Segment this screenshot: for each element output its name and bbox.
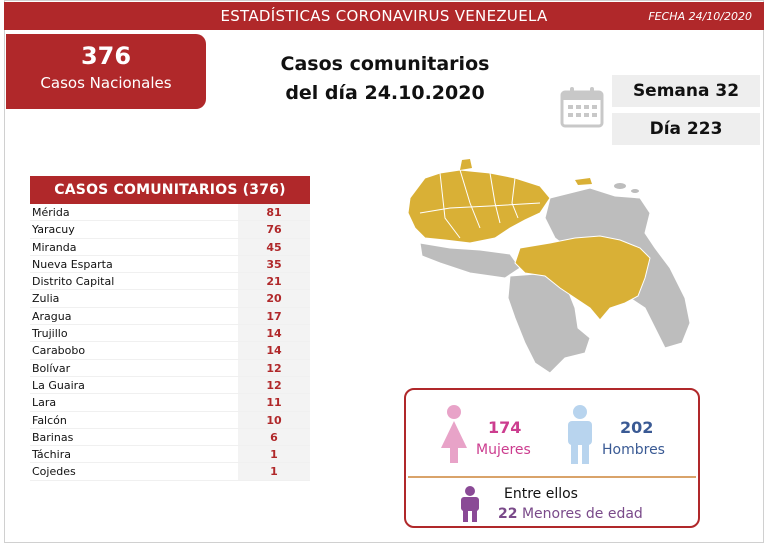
table-row: Falcón 10: [30, 411, 310, 429]
map-region-gray-west: [419, 242, 521, 279]
table-cell-value: 81: [238, 204, 310, 221]
table-row: Táchira 1: [30, 446, 310, 464]
table-row: Barinas 6: [30, 428, 310, 447]
cases-table: CASOS COMUNITARIOS (376) Mérida 81 Yaracuy…: [30, 176, 310, 481]
header-date: FECHA 24/10/2020: [648, 10, 752, 23]
table-cell-value: 76: [238, 221, 310, 238]
table-cell-state: Aragua: [32, 309, 72, 323]
page-title-line-2: del día 24.10.2020: [285, 82, 485, 104]
male-count: 202: [620, 418, 654, 437]
minors-line: 22 Menores de edad: [498, 506, 643, 522]
minors-count: 22: [498, 506, 518, 522]
panel-divider: [408, 476, 696, 478]
male-icon: [568, 405, 592, 464]
map-region-nueva-esparta: [575, 178, 592, 185]
table-cell-state: Yaracuy: [32, 223, 75, 237]
map-region-falcon-peninsula: [460, 159, 472, 170]
table-cell-value: 12: [238, 359, 310, 376]
table-cell-value: 1: [238, 463, 310, 480]
calendar-icon: [560, 87, 604, 128]
table-cell-state: Táchira: [32, 448, 71, 462]
table-cell-state: Carabobo: [32, 344, 86, 358]
table-cell-state: Trujillo: [32, 327, 68, 341]
table-cell-value: 11: [238, 394, 310, 411]
table-row: Yaracuy 76: [30, 221, 310, 239]
day-badge: Día 223: [612, 113, 760, 145]
table-row: Lara 11: [30, 394, 310, 412]
child-icon: [461, 486, 479, 522]
table-row: Carabobo 14: [30, 342, 310, 360]
national-cases-label: Casos Nacionales: [40, 74, 172, 92]
table-row: Miranda 45: [30, 238, 310, 256]
table-row: Mérida 81: [30, 204, 310, 222]
venezuela-map: [407, 159, 691, 374]
table-cell-value: 17: [238, 307, 310, 325]
table-cell-value: 12: [238, 376, 310, 394]
table-cell-value: 14: [238, 325, 310, 342]
table-cell-state: Zulia: [32, 292, 60, 306]
gender-breakdown-panel: 174 Mujeres 202 Hombres Entre ellos 22 M…: [404, 388, 700, 528]
table-cell-state: Lara: [32, 396, 57, 410]
table-row: Nueva Esparta 35: [30, 255, 310, 274]
table-cell-value: 14: [238, 342, 310, 359]
table-cell-value: 45: [238, 238, 310, 255]
table-cell-state: Cojedes: [32, 465, 76, 479]
national-cases-box: 376 Casos Nacionales: [6, 34, 206, 109]
table-cell-value: 10: [238, 411, 310, 428]
table-cell-state: Falcón: [32, 413, 67, 427]
table-row: Cojedes 1: [30, 463, 310, 481]
table-cell-state: Miranda: [32, 240, 77, 254]
table-cell-state: La Guaira: [32, 378, 85, 392]
female-count: 174: [488, 418, 522, 437]
national-cases-number: 376: [80, 42, 132, 70]
cases-table-header: CASOS COMUNITARIOS (376): [30, 176, 310, 204]
header-bar: ESTADÍSTICAS CORONAVIRUS VENEZUELA FECHA…: [4, 2, 764, 30]
male-label: Hombres: [602, 442, 665, 458]
table-cell-value: 21: [238, 273, 310, 290]
header-title: ESTADÍSTICAS CORONAVIRUS VENEZUELA: [220, 7, 548, 25]
table-row: Zulia 20: [30, 290, 310, 308]
page-title-line-1: Casos comunitarios: [280, 53, 490, 75]
female-icon: [441, 405, 467, 463]
table-row: Distrito Capital 21: [30, 273, 310, 291]
table-cell-value: 20: [238, 290, 310, 307]
table-cell-state: Distrito Capital: [32, 275, 115, 289]
table-cell-value: 6: [238, 428, 310, 446]
page-title: Casos comunitarios del día 24.10.2020: [240, 50, 530, 108]
week-badge: Semana 32: [612, 75, 760, 107]
map-region-bolivar: [514, 235, 651, 321]
table-cell-state: Bolívar: [32, 361, 71, 375]
among-them-label: Entre ellos: [504, 486, 578, 502]
minors-label: Menores de edad: [521, 506, 643, 522]
table-row: Aragua 17: [30, 307, 310, 326]
table-cell-state: Nueva Esparta: [32, 257, 113, 271]
table-cell-state: Barinas: [32, 430, 74, 444]
table-row: Bolívar 12: [30, 359, 310, 377]
table-row: Trujillo 14: [30, 325, 310, 343]
table-row: La Guaira 12: [30, 376, 310, 395]
table-cell-state: Mérida: [32, 206, 70, 219]
table-cell-value: 35: [238, 255, 310, 273]
female-label: Mujeres: [476, 442, 531, 458]
table-cell-value: 1: [238, 446, 310, 463]
